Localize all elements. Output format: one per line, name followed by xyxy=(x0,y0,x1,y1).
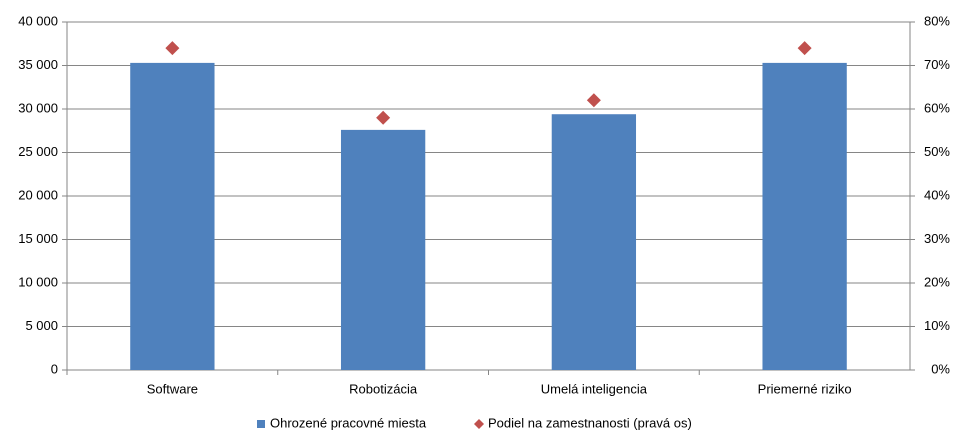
bar xyxy=(551,114,637,370)
y-tick-label: 35 000 xyxy=(18,57,58,72)
y2-tick-label: 80% xyxy=(924,13,950,28)
x-tick-label: Priemerné riziko xyxy=(758,381,852,396)
y-tick-label: 30 000 xyxy=(18,100,58,115)
y2-tick-label: 10% xyxy=(924,318,950,333)
diamond-marker xyxy=(165,41,180,56)
y2-tick-label: 0% xyxy=(931,361,950,376)
bar xyxy=(130,62,215,370)
y-tick-label: 25 000 xyxy=(18,144,58,159)
y2-tick-label: 70% xyxy=(924,57,950,72)
y-tick-label: 15 000 xyxy=(18,231,58,246)
x-tick-label: Robotizácia xyxy=(349,381,418,396)
y-tick-label: 40 000 xyxy=(18,13,58,28)
diamond-marker xyxy=(797,41,812,56)
y-tick-label: 10 000 xyxy=(18,274,58,289)
y2-tick-label: 60% xyxy=(924,100,950,115)
legend-label: Ohrozené pracovné miesta xyxy=(270,415,427,430)
legend-marker xyxy=(474,419,484,429)
y-tick-label: 20 000 xyxy=(18,187,58,202)
y2-tick-label: 50% xyxy=(924,144,950,159)
y2-tick-label: 40% xyxy=(924,187,950,202)
x-tick-label: Umelá inteligencia xyxy=(541,381,648,396)
y-tick-label: 5 000 xyxy=(25,318,58,333)
legend-marker xyxy=(257,420,265,428)
y2-tick-label: 20% xyxy=(924,274,950,289)
bar xyxy=(762,62,847,370)
y2-tick-label: 30% xyxy=(924,231,950,246)
bar xyxy=(340,129,426,370)
x-tick-label: Software xyxy=(147,381,198,396)
y-tick-label: 0 xyxy=(51,361,58,376)
legend-label: Podiel na zamestnanosti (pravá os) xyxy=(488,415,692,430)
diamond-marker xyxy=(586,93,601,108)
diamond-marker xyxy=(376,110,391,125)
